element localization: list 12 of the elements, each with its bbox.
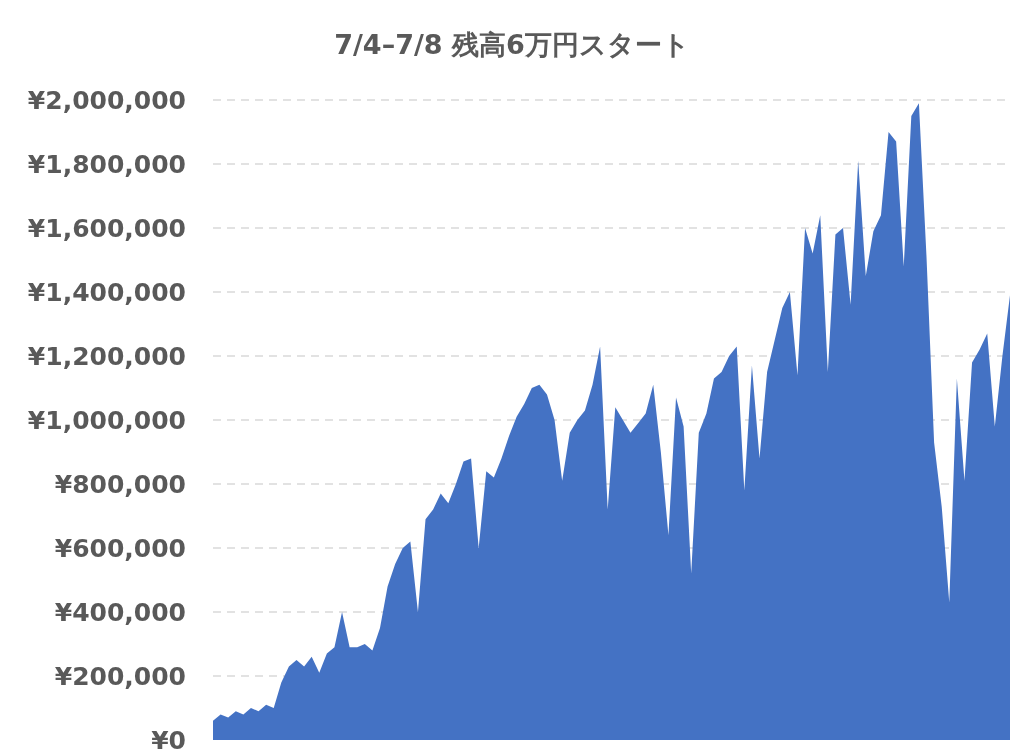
- y-tick-label: ¥0: [151, 726, 186, 755]
- y-tick-label: ¥200,000: [54, 662, 186, 691]
- y-tick-label: ¥1,000,000: [27, 406, 186, 435]
- y-tick-label: ¥1,400,000: [27, 278, 186, 307]
- y-tick-label: ¥400,000: [54, 598, 186, 627]
- chart-title: 7/4–7/8 残高6万円スタート: [334, 29, 690, 60]
- y-tick-label: ¥2,000,000: [27, 86, 186, 115]
- y-tick-label: ¥1,600,000: [27, 214, 186, 243]
- y-tick-label: ¥1,800,000: [27, 150, 186, 179]
- y-tick-label: ¥800,000: [54, 470, 186, 499]
- y-tick-label: ¥1,200,000: [27, 342, 186, 371]
- y-tick-label: ¥600,000: [54, 534, 186, 563]
